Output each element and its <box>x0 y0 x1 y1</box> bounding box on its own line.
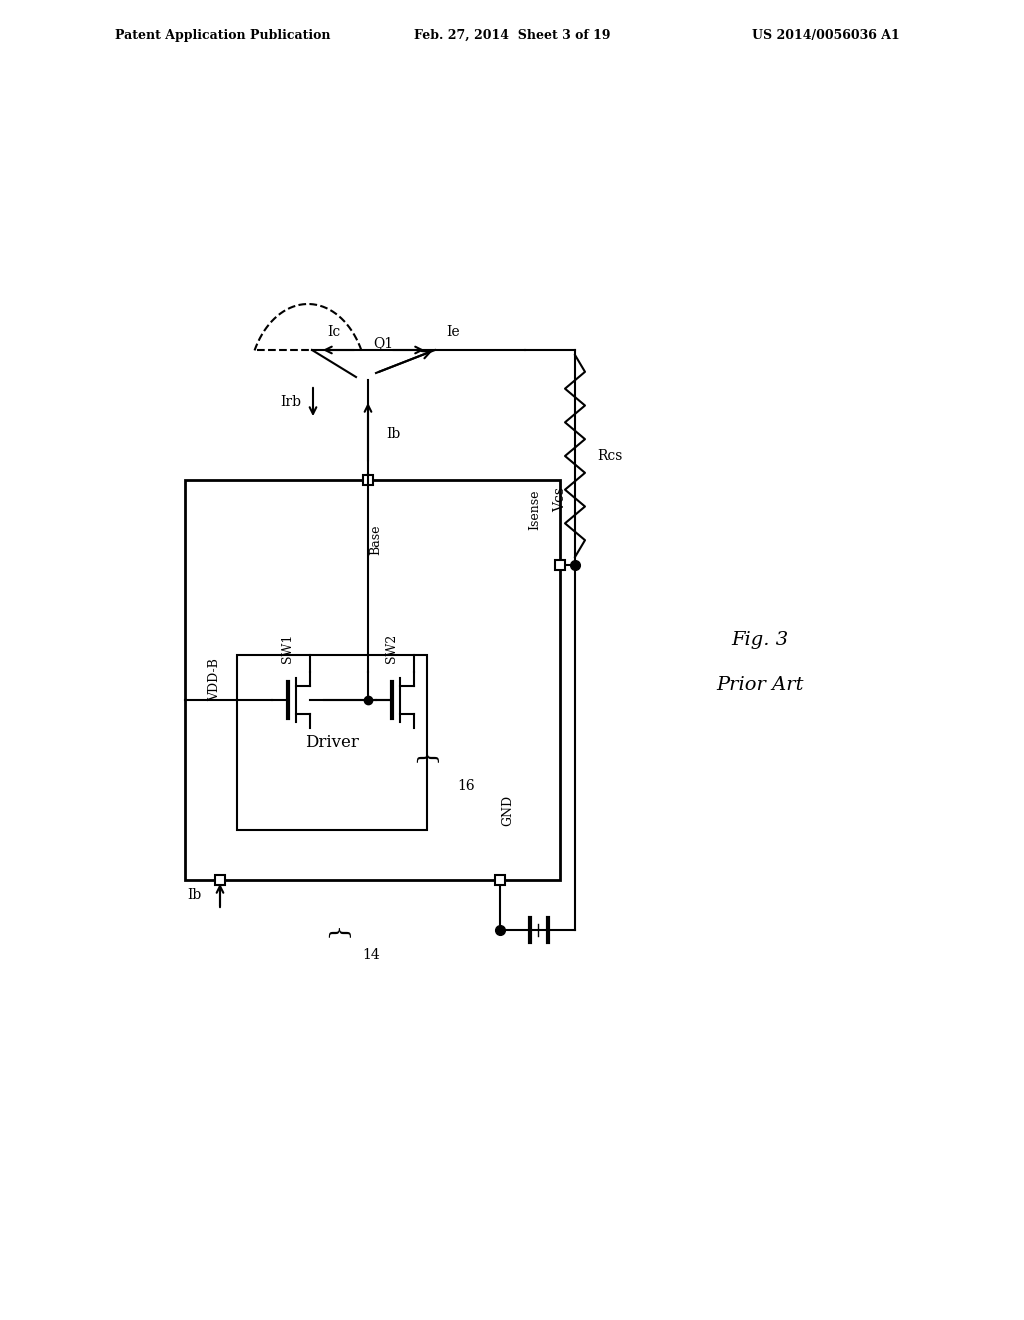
Text: Patent Application Publication: Patent Application Publication <box>115 29 331 41</box>
Bar <box>237 655 427 830</box>
Text: Driver: Driver <box>305 734 359 751</box>
Text: 16: 16 <box>457 779 475 793</box>
Text: {: { <box>412 752 435 768</box>
Text: Feb. 27, 2014  Sheet 3 of 19: Feb. 27, 2014 Sheet 3 of 19 <box>414 29 610 41</box>
Text: Ib: Ib <box>386 426 400 441</box>
Text: Ic: Ic <box>328 325 341 339</box>
Text: Isense: Isense <box>528 490 542 531</box>
Bar <box>185 480 560 880</box>
Text: Vcs: Vcs <box>553 487 567 512</box>
Text: VDD-B: VDD-B <box>209 659 221 701</box>
Bar <box>215 875 225 884</box>
Bar <box>495 875 505 884</box>
Text: Ie: Ie <box>446 325 460 339</box>
Text: SW1: SW1 <box>282 634 295 663</box>
Text: Ib: Ib <box>187 888 202 902</box>
Text: 14: 14 <box>362 948 380 962</box>
Bar <box>362 475 373 484</box>
Text: Fig. 3: Fig. 3 <box>731 631 788 649</box>
Bar <box>555 560 565 570</box>
Text: Rcs: Rcs <box>597 449 623 463</box>
Text: Q1: Q1 <box>373 337 393 350</box>
Text: {: { <box>325 927 347 942</box>
Text: Base: Base <box>370 525 383 556</box>
Text: Irb: Irb <box>280 395 301 409</box>
Text: Prior Art: Prior Art <box>716 676 804 694</box>
Text: US 2014/0056036 A1: US 2014/0056036 A1 <box>753 29 900 41</box>
Text: GND: GND <box>502 795 514 825</box>
Text: SW2: SW2 <box>385 634 398 663</box>
